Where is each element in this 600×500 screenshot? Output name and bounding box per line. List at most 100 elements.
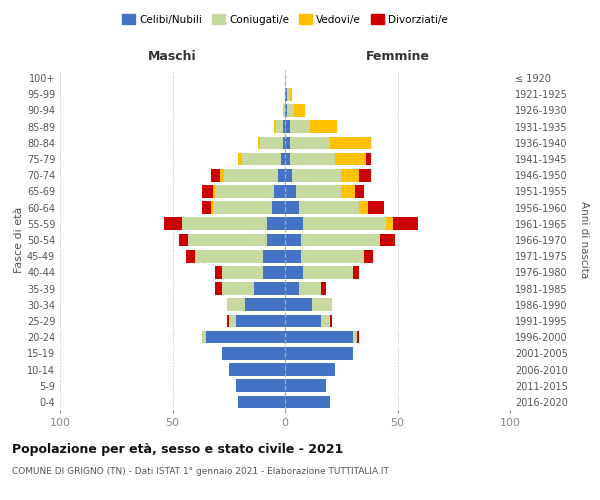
Bar (330, 136, 371, 149)
Bar (229, 314, 235, 328)
Bar (263, 266, 285, 278)
Bar (303, 266, 353, 278)
Bar (301, 250, 364, 262)
Bar (188, 234, 267, 246)
Bar (285, 202, 299, 214)
Bar (267, 234, 285, 246)
Bar (285, 266, 303, 278)
Bar (163, 218, 182, 230)
Bar (386, 218, 393, 230)
Bar (238, 396, 285, 408)
Bar (229, 363, 285, 376)
Bar (215, 185, 274, 198)
Y-axis label: Anni di nascita: Anni di nascita (579, 202, 589, 278)
Bar (285, 331, 353, 344)
Bar (285, 136, 290, 149)
Bar (202, 202, 211, 214)
Bar (227, 298, 245, 311)
Bar (380, 234, 395, 246)
Bar (355, 185, 364, 198)
Bar (215, 282, 222, 295)
Bar (290, 136, 330, 149)
Bar (353, 266, 359, 278)
Bar (227, 314, 229, 328)
Bar (274, 185, 285, 198)
Text: Femmine: Femmine (366, 50, 430, 62)
Bar (285, 298, 312, 311)
Text: COMUNE DI GRIGNO (TN) - Dati ISTAT 1° gennaio 2021 - Elaborazione TUTTITALIA.IT: COMUNE DI GRIGNO (TN) - Dati ISTAT 1° ge… (12, 468, 389, 476)
Bar (263, 250, 285, 262)
Bar (285, 282, 299, 295)
Bar (285, 396, 330, 408)
Bar (274, 120, 276, 133)
Bar (335, 152, 366, 166)
Bar (299, 282, 321, 295)
Bar (285, 314, 321, 328)
Bar (357, 331, 359, 344)
Bar (271, 202, 285, 214)
Legend: Celibi/Nubili, Coniugati/e, Vedovi/e, Divorziati/e: Celibi/Nubili, Coniugati/e, Vedovi/e, Di… (118, 10, 452, 29)
Bar (202, 185, 213, 198)
Bar (267, 218, 285, 230)
Bar (294, 104, 305, 117)
Bar (368, 202, 384, 214)
Bar (296, 185, 341, 198)
Bar (299, 202, 359, 214)
Bar (179, 234, 188, 246)
Bar (202, 331, 206, 344)
Bar (222, 282, 254, 295)
Bar (285, 234, 301, 246)
Bar (211, 169, 220, 181)
Bar (285, 152, 290, 166)
Bar (292, 169, 341, 181)
Bar (182, 218, 267, 230)
Bar (222, 347, 285, 360)
Bar (285, 218, 303, 230)
Bar (283, 104, 285, 117)
Bar (260, 136, 283, 149)
Bar (290, 120, 310, 133)
Bar (310, 120, 337, 133)
Bar (290, 88, 292, 101)
Bar (285, 88, 287, 101)
Bar (224, 169, 278, 181)
Bar (238, 152, 242, 166)
Bar (213, 202, 271, 214)
Bar (283, 136, 285, 149)
Bar (285, 250, 301, 262)
Bar (341, 169, 359, 181)
Bar (278, 169, 285, 181)
Bar (301, 234, 380, 246)
Bar (353, 331, 357, 344)
Bar (285, 120, 290, 133)
Bar (222, 266, 263, 278)
Bar (393, 218, 418, 230)
Bar (330, 314, 332, 328)
Bar (359, 202, 368, 214)
Bar (211, 202, 213, 214)
Bar (195, 250, 263, 262)
Bar (364, 250, 373, 262)
Bar (242, 152, 281, 166)
Bar (321, 314, 330, 328)
Text: Popolazione per età, sesso e stato civile - 2021: Popolazione per età, sesso e stato civil… (12, 442, 343, 456)
Bar (281, 152, 285, 166)
Bar (285, 104, 287, 117)
Bar (287, 104, 294, 117)
Bar (235, 380, 285, 392)
Bar (215, 266, 222, 278)
Bar (285, 347, 353, 360)
Bar (186, 250, 195, 262)
Y-axis label: Fasce di età: Fasce di età (14, 207, 24, 273)
Bar (245, 298, 285, 311)
Bar (290, 152, 335, 166)
Bar (287, 88, 290, 101)
Bar (341, 185, 355, 198)
Bar (312, 298, 332, 311)
Bar (285, 363, 335, 376)
Text: Maschi: Maschi (148, 50, 197, 62)
Bar (285, 380, 325, 392)
Bar (285, 169, 292, 181)
Bar (366, 152, 371, 166)
Bar (359, 169, 371, 181)
